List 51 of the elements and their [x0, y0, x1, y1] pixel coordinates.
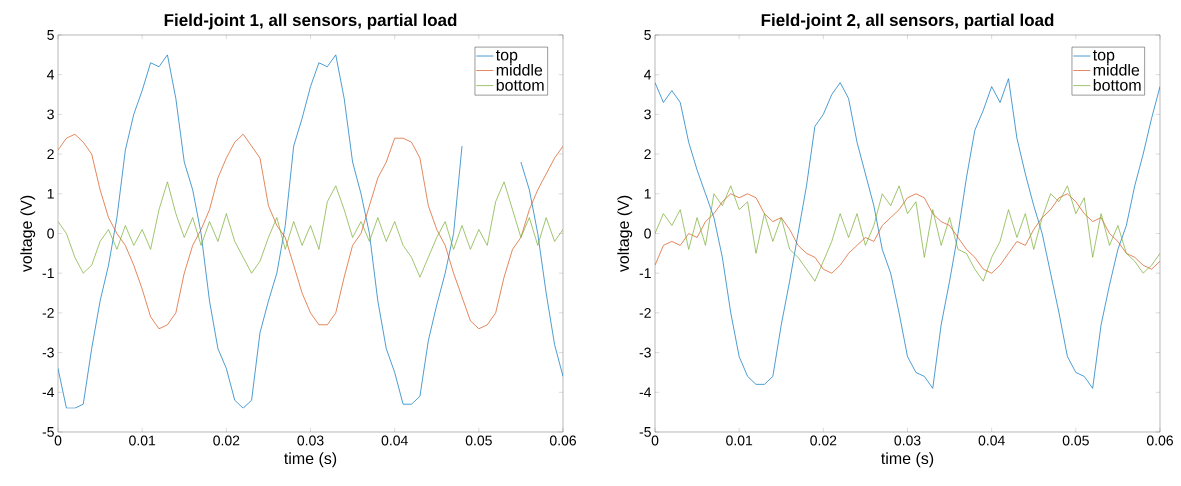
y-tick-label: -4: [42, 387, 55, 398]
y-tick-label: 0: [644, 228, 651, 239]
y-tick-label: 3: [47, 109, 54, 120]
y-tick-label: 5: [644, 30, 651, 40]
chart-title: Field-joint 1, all sensors, partial load: [164, 13, 457, 30]
y-tick-label: 4: [47, 69, 55, 80]
x-tick-label: 0.05: [1062, 435, 1089, 446]
legend-label: middle: [496, 63, 543, 76]
x-tick-label: 0: [651, 435, 659, 446]
y-tick-label: -3: [42, 347, 54, 358]
line-series: [655, 193, 1160, 274]
y-tick-label: -5: [639, 427, 651, 437]
x-tick-label: 0.01: [129, 435, 156, 446]
y-tick-label: -2: [42, 307, 54, 318]
x-tick-label: 0.02: [810, 435, 837, 446]
x-tick-label: 0.01: [726, 435, 753, 446]
y-tick-label: -1: [42, 268, 54, 278]
x-tick-label: 0.03: [297, 435, 324, 446]
x-tick-label: 0.04: [381, 435, 408, 446]
chart-title: Field-joint 2, all sensors, partial load: [761, 13, 1054, 30]
y-axis-title: voltage (V): [20, 195, 36, 273]
y-tick-label: 3: [644, 109, 651, 120]
y-tick-label: -3: [639, 347, 651, 358]
y-tick-label: 1: [644, 188, 651, 199]
y-tick-label: 0: [47, 228, 54, 239]
line-series: [655, 185, 1160, 282]
x-axis-title: time (s): [284, 452, 337, 468]
legend-label: top: [1092, 50, 1115, 64]
y-tick-label: 2: [47, 149, 54, 159]
x-tick-label: 0.04: [978, 435, 1005, 446]
x-axis-title: time (s): [881, 452, 934, 468]
legend-label: bottom: [1093, 79, 1141, 91]
y-tick-label: 5: [47, 30, 54, 40]
x-tick-label: 0.06: [1146, 435, 1173, 446]
y-tick-label: 2: [644, 149, 651, 159]
y-tick-label: 4: [644, 69, 652, 80]
legend-label: middle: [1093, 63, 1140, 76]
x-tick-label: 0.02: [213, 435, 240, 446]
y-tick-label: 1: [47, 188, 54, 199]
x-tick-label: 0.03: [894, 435, 921, 446]
x-tick-label: 0.06: [549, 435, 577, 446]
line-series: [58, 181, 563, 278]
y-tick-label: -1: [639, 268, 651, 278]
y-axis-title: voltage (V): [617, 195, 633, 273]
y-tick-label: -4: [639, 387, 652, 398]
y-tick-label: -2: [639, 307, 651, 318]
legend-label: top: [495, 50, 518, 64]
y-tick-label: -5: [42, 427, 54, 437]
legend-label: bottom: [496, 79, 544, 91]
x-tick-label: 0.05: [465, 435, 492, 446]
x-tick-label: 0: [54, 435, 62, 446]
